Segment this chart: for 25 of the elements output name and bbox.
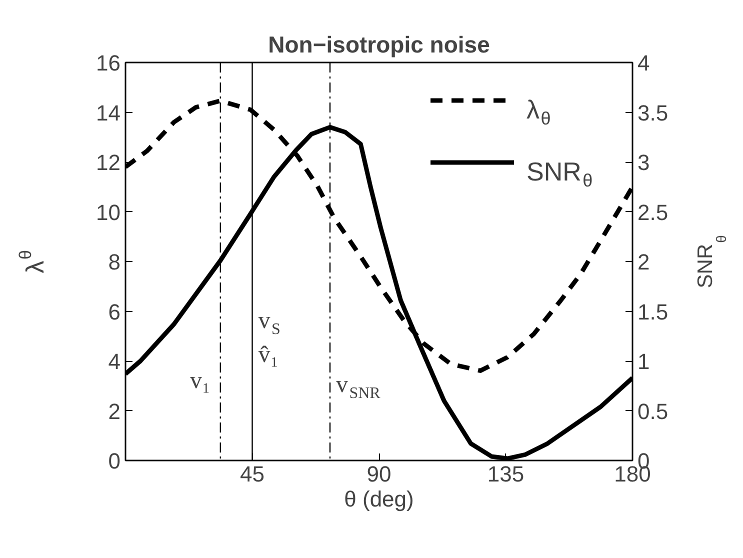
y2-axis-title: SNRθ [694,234,730,288]
y2-tick-label: 1 [638,349,650,374]
y-tick-label: 8 [108,250,121,274]
y-tick-label: 2 [108,398,121,424]
y-axis-title: λθ [16,250,50,274]
y-tick-label: 6 [108,299,121,324]
y2-tick-label: 2 [638,250,650,274]
y-tick-label: 14 [96,100,121,126]
x-axis-title: θ (deg) [344,486,414,512]
x-tick-label: 90 [366,462,392,486]
y2-tick-label: 4 [638,50,650,76]
y2-tick-label: 0.5 [638,398,668,424]
y2-tick-label: 3.5 [638,100,668,126]
y2-tick-label: 1.5 [638,299,668,324]
y-tick-label: 0 [108,448,121,474]
chart-title: Non−isotropic noise [268,32,490,58]
y2-tick-label: 2.5 [638,200,668,225]
y-tick-label: 10 [96,200,121,225]
x-tick-label: 45 [240,462,264,486]
y-tick-label: 12 [96,150,121,175]
y-tick-label: 16 [96,50,121,76]
ref-line-label: v₁ [190,368,210,394]
x-tick-label: 135 [487,462,524,486]
y2-tick-label: 3 [638,150,650,175]
y-tick-label: 4 [108,349,121,374]
